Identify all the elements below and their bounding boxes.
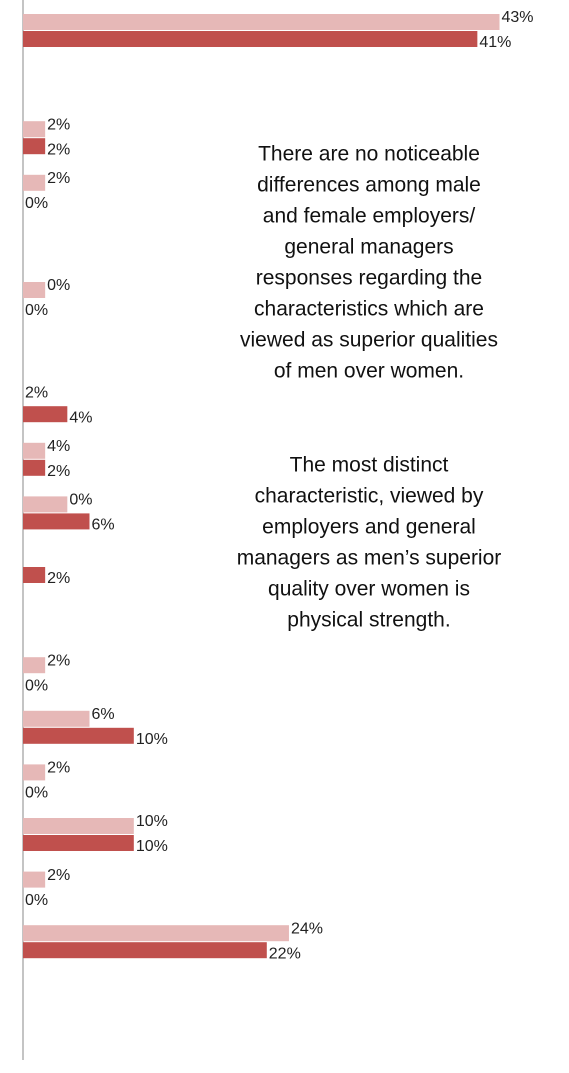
value-label: 0% [25, 892, 48, 909]
value-label: 2% [47, 652, 70, 669]
value-label: 0% [25, 785, 48, 802]
value-label: 2% [25, 384, 48, 401]
annotation: differences among male [257, 174, 481, 197]
bar [23, 138, 46, 155]
bar [23, 174, 46, 191]
value-label: 0% [25, 677, 48, 694]
bar [23, 31, 478, 47]
value-label: 2% [47, 463, 70, 480]
annotation: quality over women is [268, 578, 470, 601]
bar [23, 442, 46, 459]
value-label: 2% [47, 867, 70, 884]
annotation: There are no noticeable [258, 143, 480, 166]
value-label: 6% [91, 706, 114, 723]
bar [23, 282, 46, 298]
annotation: and female employers/ [263, 205, 476, 228]
annotation: responses regarding the [256, 267, 482, 290]
annotation: viewed as superior qualities [240, 329, 498, 352]
annotation: general managers [284, 236, 453, 259]
bar [23, 513, 90, 530]
annotation: employers and general [262, 516, 476, 539]
value-label: 0% [25, 302, 48, 319]
bar [23, 14, 500, 30]
value-label: 6% [91, 517, 114, 534]
value-label: 24% [291, 920, 323, 937]
bar [23, 657, 46, 674]
annotation: characteristic, viewed by [255, 485, 484, 508]
value-label: 10% [136, 731, 168, 748]
annotation: managers as men’s superior [237, 547, 502, 570]
value-label: 2% [47, 170, 70, 187]
bar [23, 496, 68, 513]
bar [23, 764, 46, 781]
bar [23, 459, 46, 476]
value-label: 41% [479, 34, 511, 51]
value-label: 2% [47, 116, 70, 133]
value-label: 22% [269, 945, 301, 962]
value-label: 43% [502, 9, 534, 26]
annotation: physical strength. [287, 609, 450, 632]
value-label: 10% [136, 813, 168, 830]
value-label: 4% [47, 438, 70, 455]
value-label: 4% [69, 409, 92, 426]
value-label: 10% [136, 838, 168, 855]
bar [23, 818, 134, 834]
bar [23, 727, 134, 744]
annotation: characteristics which are [254, 298, 484, 321]
bar [23, 710, 90, 727]
bar [23, 835, 134, 851]
value-label: 0% [25, 195, 48, 212]
bar [23, 925, 289, 942]
bar [23, 871, 46, 888]
bar [23, 121, 46, 138]
value-label: 2% [47, 760, 70, 777]
value-label: 0% [69, 492, 92, 509]
value-label: 2% [47, 141, 70, 158]
bar [23, 942, 267, 959]
bar [23, 567, 46, 583]
value-label: 2% [47, 570, 70, 587]
annotation: of men over women. [274, 360, 464, 383]
value-label: 0% [47, 277, 70, 294]
annotation: The most distinct [290, 454, 449, 477]
bar [23, 406, 68, 423]
